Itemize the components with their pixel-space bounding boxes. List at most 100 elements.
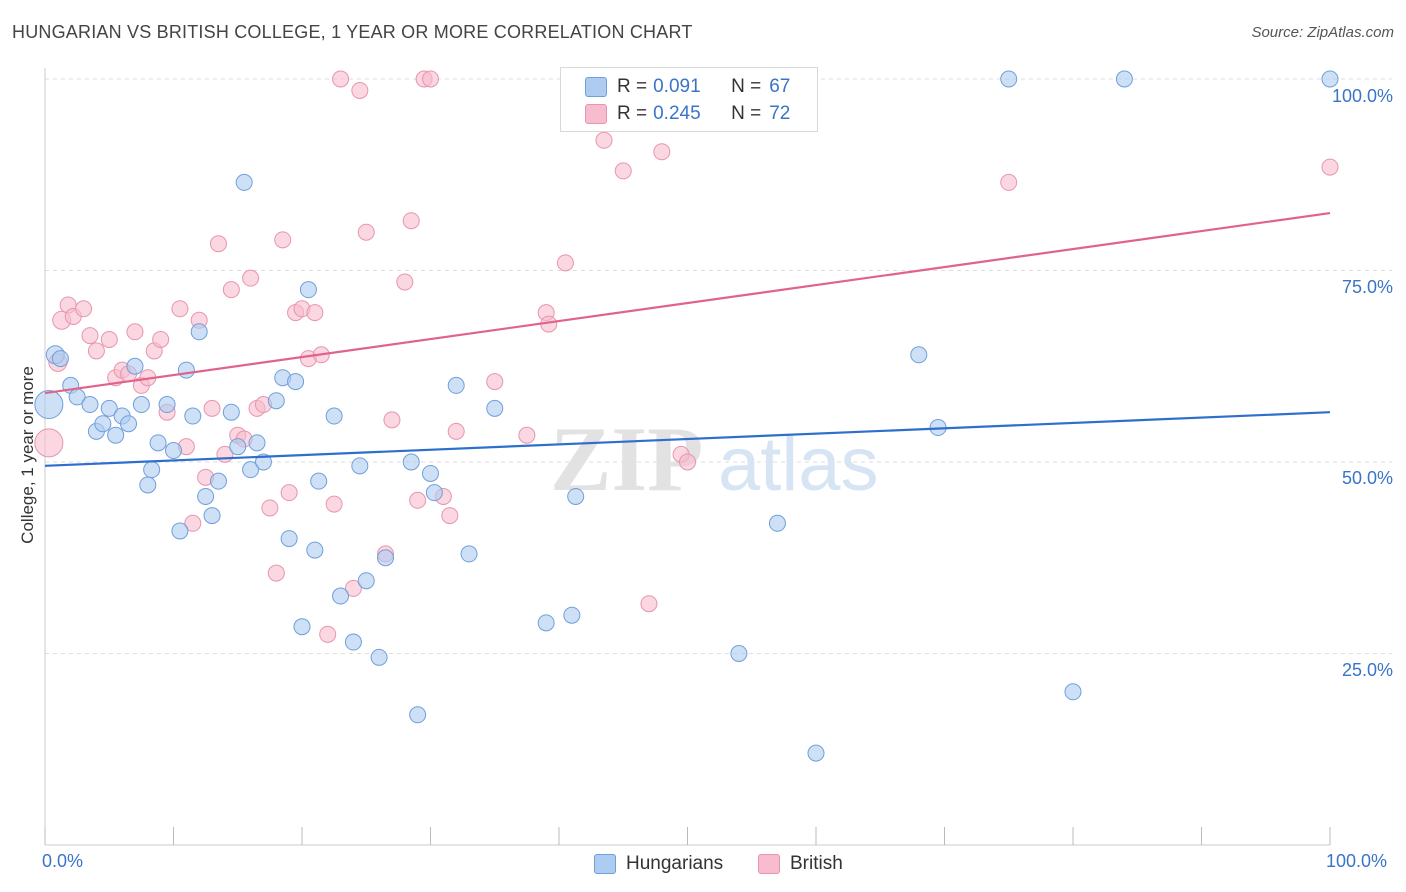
hungarian-point [357,572,375,590]
hungarian-point [203,507,221,525]
hungarian-point [197,487,215,505]
legend-row-hungarians: R = 0.091 N = 67 [585,75,791,99]
hungarian-point [100,399,118,417]
british-point [75,300,93,318]
legend-n-value: 67 [769,76,791,97]
british-point [595,131,613,149]
british-point [87,342,105,360]
british-point [679,453,696,471]
british-point [653,143,671,161]
hungarian-point [143,461,161,479]
british-point [351,81,369,99]
british-point [518,426,536,444]
hungarian-point [242,461,260,479]
british-point [486,373,504,391]
legend-r-value: 0.245 [653,103,701,124]
hungarian-point [293,618,311,636]
british-point [171,300,189,318]
hungarian-point [222,403,240,421]
hungarian-point [1064,683,1082,701]
hungarian-point [126,357,144,375]
hungarian-point [94,415,112,433]
british-point [306,304,324,322]
y-tick-label-50: 50.0% [1341,468,1393,488]
series-legend-swatch-british [758,854,780,874]
hungarian-point [332,587,350,605]
hungarian-point [299,281,317,299]
hungarian-point [139,476,157,494]
british-point [184,514,202,532]
hungarian-point [344,633,362,651]
hungarian-point [190,323,208,341]
british-point [34,428,64,458]
y-axis-label: College, 1 year or more [18,366,37,544]
british-point [640,595,658,613]
hungarian-point [1000,70,1018,88]
british-point [319,625,337,643]
hungarian-point [184,407,202,425]
british-point [203,399,221,417]
hungarian-point [425,484,443,502]
hungarian-point [351,457,369,475]
legend-r-label: R = [617,103,648,124]
x-tick-label-100: 100.0% [1326,851,1388,871]
hungarian-point [235,173,253,191]
hungarian-point [409,706,427,724]
trend-line-british [44,211,1331,395]
british-point [383,411,401,429]
british-point [357,223,375,241]
series-legend-label-british: British [790,853,843,874]
trend-lines [44,211,1331,467]
correlation-legend: R = 0.091 N = 67 R = 0.245 N = 72 [560,67,818,132]
british-point [396,273,414,291]
hungarian-point [267,392,285,410]
hungarian-point [422,464,439,482]
hungarian-point [567,487,585,505]
hungarian-point [325,407,343,425]
british-point [402,212,420,230]
british-point [242,269,260,287]
british-point [280,484,298,502]
chart-source: Source: ZipAtlas.com [1251,24,1394,41]
series-legend-swatch-hungarians [594,854,616,874]
british-point [100,330,118,348]
series-legend-hungarians: Hungarians [594,851,723,877]
hungarian-point [1115,70,1133,88]
hungarian-point [287,373,305,391]
chart-title: HUNGARIAN VS BRITISH COLLEGE, 1 YEAR OR … [12,22,693,42]
y-tick-label-100: 100.0% [1331,86,1393,106]
hungarian-point [280,530,298,548]
hungarian-point [158,396,176,414]
series-legend-label-hungarians: Hungarians [626,853,724,874]
hungarian-point [807,744,825,762]
hungarian-point [177,361,195,379]
legend-swatch-hungarians [585,77,607,97]
hungarian-point [306,541,324,559]
british-point [325,495,343,513]
british-point [222,281,240,299]
british-points [34,70,1339,643]
british-point [441,507,459,525]
british-point [556,254,574,272]
hungarian-point [254,453,272,471]
x-tick-label-0: 0.0% [42,851,84,871]
british-point [81,327,99,345]
british-point [261,499,279,517]
british-point [422,70,439,88]
british-point [332,70,350,88]
british-point [209,235,227,253]
hungarian-point [370,648,388,666]
hungarian-point [563,606,581,624]
british-point [152,330,170,348]
hungarian-point [209,472,227,490]
british-point [274,231,292,249]
hungarian-point [486,399,504,417]
british-point [409,491,427,509]
legend-swatch-british [585,104,607,124]
legend-n-value: 72 [769,103,791,124]
legend-n-label: N = [731,103,762,124]
grid-lines [45,78,1392,654]
y-tick-label-75: 75.0% [1341,277,1393,297]
british-point [614,162,632,180]
